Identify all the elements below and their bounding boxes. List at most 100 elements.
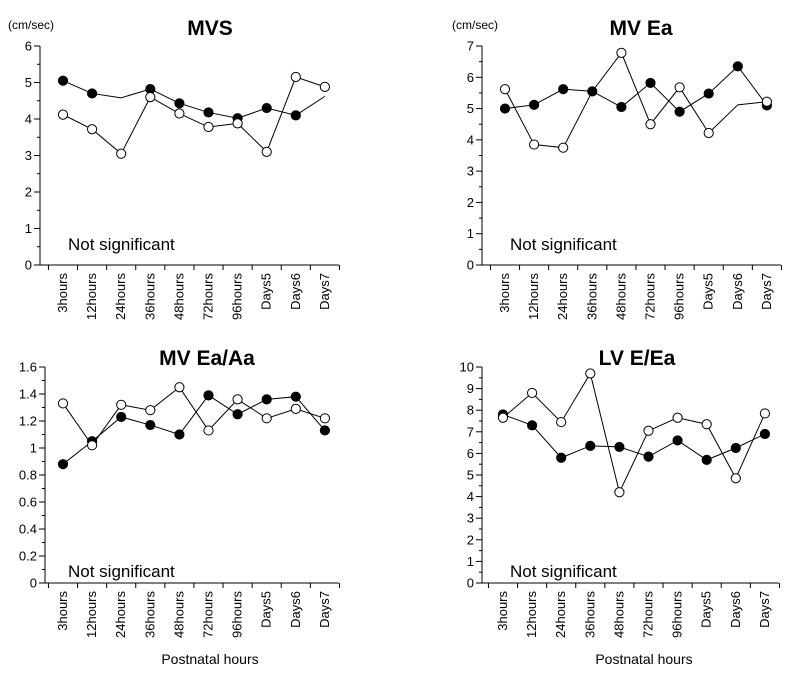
y-tick-label: 5: [467, 468, 474, 483]
y-tick-label: 0: [467, 258, 474, 273]
data-point-filled: [556, 452, 567, 463]
y-tick-label: 4: [25, 112, 32, 127]
x-tick-label: 36hours: [582, 591, 597, 638]
data-point-open: [203, 425, 214, 436]
data-point-filled: [616, 101, 627, 113]
y-tick-label: 6: [467, 446, 474, 461]
y-tick-label: 0: [30, 576, 37, 591]
data-point-filled: [701, 454, 712, 465]
x-tick-label: Days5: [701, 273, 716, 310]
data-point-open: [701, 419, 712, 430]
series-line-filled: [502, 414, 766, 461]
data-point-open: [174, 382, 185, 393]
y-tick-label: 1.6: [19, 360, 37, 375]
x-tick-label: Days5: [259, 273, 274, 310]
data-point-open: [87, 124, 98, 135]
data-point-filled: [319, 425, 330, 436]
y-tick-label: 0.2: [19, 549, 37, 564]
data-point-open: [558, 142, 569, 153]
data-point-open: [527, 387, 538, 399]
annotation-not-significant: Not significant: [510, 562, 617, 581]
data-point-open: [556, 416, 567, 428]
y-tick-label: 2: [467, 195, 474, 210]
x-tick-label: 96hours: [670, 591, 685, 638]
series-line-filled: [62, 80, 326, 119]
series-line-open: [502, 372, 766, 494]
series-line-open: [62, 386, 326, 447]
data-point-open: [116, 148, 127, 159]
unit-label: (cm/sec): [8, 18, 54, 32]
y-tick-label: 0.4: [19, 522, 37, 537]
data-point-filled: [529, 99, 540, 110]
data-point-filled: [674, 106, 685, 117]
y-tick-label: 0: [25, 258, 32, 273]
data-point-open: [674, 82, 685, 93]
y-tick-label: 2: [467, 532, 474, 547]
series-line-open: [62, 76, 326, 155]
data-point-filled: [261, 394, 272, 405]
data-point-open: [261, 413, 272, 424]
data-point-open: [703, 127, 714, 139]
data-point-open: [57, 109, 69, 120]
y-tick-label: 4: [467, 489, 474, 504]
data-point-open: [497, 412, 509, 423]
x-tick-label: 24hours: [113, 591, 128, 638]
y-tick-label: 0.8: [19, 468, 37, 483]
y-tick-label: 0.6: [19, 495, 37, 510]
x-tick-label: 3hours: [495, 591, 510, 631]
data-point-open: [585, 368, 596, 379]
series-line-filled: [62, 394, 326, 465]
x-tick-label: 12hours: [526, 273, 541, 320]
data-point-open: [290, 403, 301, 414]
x-tick-label: 3hours: [497, 273, 512, 313]
data-point-filled: [87, 88, 98, 99]
data-point-open: [174, 108, 185, 119]
data-point-filled: [232, 409, 243, 420]
annotation-not-significant: Not significant: [68, 562, 175, 581]
data-point-open: [759, 408, 771, 419]
y-tick-label: 9: [467, 381, 474, 396]
data-point-filled: [759, 428, 771, 440]
x-tick-label: Days7: [317, 273, 332, 310]
x-tick-label: Days7: [759, 273, 774, 310]
chart-panel-mv-ea: (cm/sec) MV Ea Not significant 0 1 2 3 4 5 6 7 3…: [452, 17, 782, 320]
x-tick-label: 72hours: [641, 591, 656, 638]
data-point-open: [203, 121, 214, 133]
data-point-filled: [527, 420, 538, 431]
x-tick-label: Days6: [288, 273, 303, 310]
y-tick-label: 3: [25, 148, 32, 163]
data-point-open: [145, 92, 156, 103]
y-tick-label: 1: [25, 221, 32, 236]
data-point-filled: [645, 77, 656, 89]
data-point-filled: [145, 419, 156, 431]
chart-panel-lv-e-ea: LV E/Ea Not significant Postnatal hours …: [460, 347, 780, 667]
x-tick-label: 72hours: [201, 591, 216, 638]
y-tick-label: 6: [467, 70, 474, 85]
plot-area: 0 1 2 3 4 5 6 7 3hours 12hours 24hours 36hours 48hou…: [467, 39, 782, 320]
data-point-filled: [499, 103, 511, 114]
data-point-open: [645, 119, 656, 130]
x-tick-label: 36hours: [584, 273, 599, 320]
x-tick-label: 48hours: [611, 591, 626, 638]
data-point-filled: [732, 61, 743, 72]
data-point-filled: [290, 391, 301, 402]
data-point-filled: [643, 451, 654, 462]
data-point-filled: [730, 442, 741, 454]
data-point-filled: [57, 75, 69, 86]
x-tick-label: 24hours: [113, 273, 128, 320]
data-point-open: [730, 473, 741, 484]
data-point-open: [232, 118, 243, 129]
data-point-filled: [290, 110, 301, 121]
x-tick-label: 36hours: [142, 591, 157, 638]
series-line-open: [504, 51, 767, 149]
data-point-filled: [174, 429, 185, 440]
data-point-filled: [703, 88, 714, 99]
chart-title: MVS: [187, 17, 233, 40]
y-tick-label: 6: [25, 39, 32, 54]
x-tick-label: Days6: [728, 591, 743, 628]
y-tick-label: 5: [467, 101, 474, 116]
annotation-not-significant: Not significant: [68, 235, 175, 254]
y-tick-label: 1: [30, 441, 37, 456]
x-tick-label: Days6: [288, 591, 303, 628]
data-point-open: [499, 84, 511, 95]
